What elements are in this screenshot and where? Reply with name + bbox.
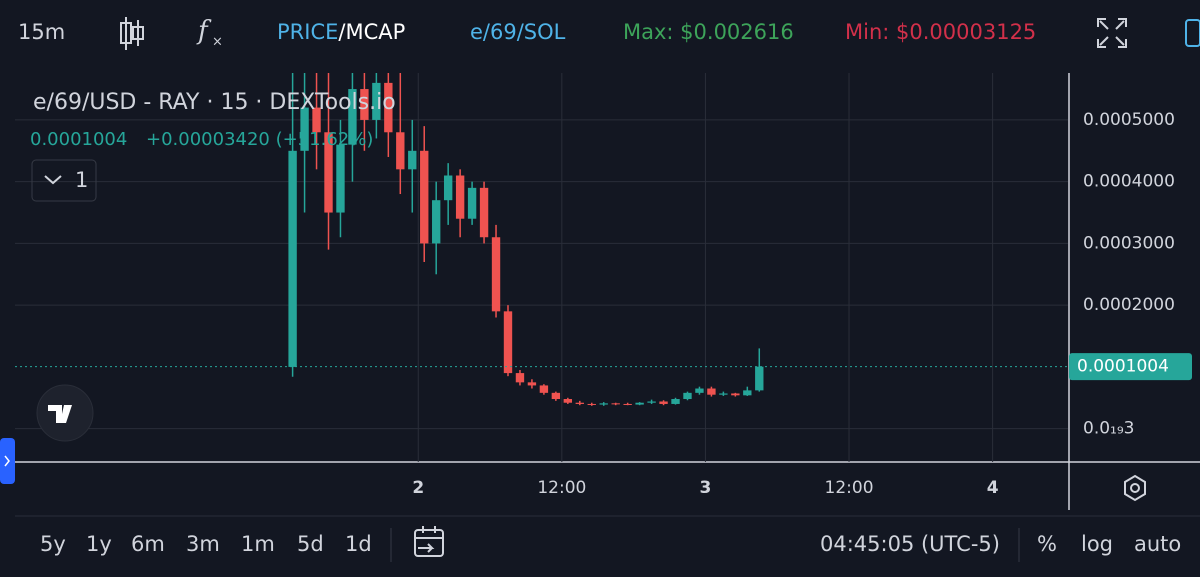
candle-body — [443, 175, 453, 201]
candle-body — [647, 401, 656, 403]
percent-button[interactable]: % — [1037, 532, 1057, 556]
candle-body — [611, 403, 620, 405]
range-button[interactable]: 5y — [40, 532, 66, 556]
indicator-count: 1 — [75, 168, 88, 192]
range-buttons: 5y 1y 6m 3m 1m 5d 1d — [40, 532, 372, 556]
side-tab[interactable] — [0, 438, 15, 484]
candle-body — [455, 175, 465, 219]
candle-body — [491, 237, 501, 312]
price-mcap-toggle[interactable]: PRICE/MCAP — [277, 20, 405, 44]
indicators-toggle[interactable]: 1 — [31, 159, 97, 202]
range-button[interactable]: 1m — [241, 532, 275, 556]
x-tick-label: 2 — [412, 478, 424, 498]
candle-body — [599, 403, 608, 405]
candle-body — [671, 399, 680, 404]
x-tick-label: 12:00 — [537, 478, 586, 498]
x-tick-label: 12:00 — [825, 478, 874, 498]
last-price-label: 0.0001004 — [1077, 357, 1169, 377]
candle-body — [623, 403, 632, 405]
axes: 0.0005000 0.0004000 0.0003000 0.0002000 0.0₁… — [412, 110, 1192, 498]
last-price-tag — [1069, 353, 1192, 381]
max-price: Max: $0.002616 — [623, 20, 794, 44]
min-price: Min: $0.00003125 — [845, 20, 1036, 44]
legend-change: +0.00003420 (+51.62%) — [146, 129, 373, 150]
x-tick-label: 3 — [700, 478, 712, 498]
candle-body — [360, 89, 369, 120]
range-button[interactable]: 1y — [86, 532, 112, 556]
candle-body — [755, 366, 764, 391]
mcap-option[interactable]: /MCAP — [338, 20, 405, 44]
candle-body — [515, 373, 525, 383]
x-tick-label: 4 — [987, 478, 999, 498]
candle-body — [396, 132, 405, 170]
candle-body — [324, 132, 333, 213]
candle-body — [348, 89, 357, 145]
log-button[interactable]: log — [1081, 532, 1113, 556]
candle-body — [336, 144, 345, 213]
candle-body — [372, 82, 381, 120]
y-tick-label: 0.0004000 — [1083, 172, 1175, 192]
chart-type-button[interactable] — [120, 17, 144, 50]
side-panel-button[interactable] — [1185, 19, 1200, 47]
candle-body — [587, 403, 596, 405]
candle-body — [575, 402, 584, 404]
candle-body — [635, 402, 644, 405]
y-tick-label: 0.0₁₉3 — [1083, 419, 1134, 439]
goto-date-button[interactable] — [414, 526, 444, 557]
candle-body — [659, 401, 668, 404]
candle-body — [683, 392, 692, 400]
tradingview-logo[interactable] — [36, 384, 94, 442]
candle-body — [420, 150, 429, 244]
chevron — [44, 175, 62, 185]
auto-button[interactable]: auto — [1134, 532, 1181, 556]
fx-icon: × — [212, 35, 223, 50]
candle-body — [408, 150, 417, 170]
candle-body — [432, 200, 441, 244]
grid — [15, 73, 1068, 462]
candle-body — [384, 82, 393, 133]
side-tab-arrow — [4, 455, 10, 467]
settings-button[interactable] — [1124, 474, 1146, 502]
candle-body — [479, 187, 489, 238]
toggle-box — [31, 159, 97, 202]
candle-body — [312, 107, 321, 133]
candle-body — [731, 393, 740, 396]
fullscreen-button[interactable] — [1097, 18, 1127, 48]
y-tick-label: 0.0002000 — [1083, 295, 1175, 315]
legend-last: 0.0001004 — [30, 129, 127, 150]
interval-button[interactable]: 15m — [18, 20, 65, 44]
price-option[interactable]: PRICE — [277, 20, 338, 44]
candle-body — [695, 388, 704, 393]
candle-body — [503, 311, 513, 374]
pair-button[interactable]: e/69/SOL — [470, 20, 566, 44]
y-tick-label: 0.0003000 — [1083, 233, 1175, 253]
range-button[interactable]: 1d — [345, 532, 372, 556]
range-button[interactable]: 3m — [186, 532, 220, 556]
range-button[interactable]: 6m — [131, 532, 165, 556]
candle-body — [288, 150, 297, 367]
candle-body — [743, 390, 752, 396]
symbol-title: e/69/USD - RAY · 15 · DEXTools.io — [33, 90, 396, 115]
candle-body — [300, 107, 309, 151]
candle-body — [719, 393, 728, 395]
candle-body — [539, 385, 549, 393]
range-button[interactable]: 5d — [297, 532, 324, 556]
candle-body — [563, 399, 573, 403]
candle-body — [527, 382, 537, 386]
candle-body — [467, 187, 477, 219]
y-tick-label: 0.0005000 — [1083, 110, 1175, 130]
candle-body — [707, 388, 716, 395]
candle-body — [551, 392, 561, 400]
clock: 04:45:05 (UTC-5) — [820, 532, 1000, 556]
plot — [15, 73, 1068, 406]
